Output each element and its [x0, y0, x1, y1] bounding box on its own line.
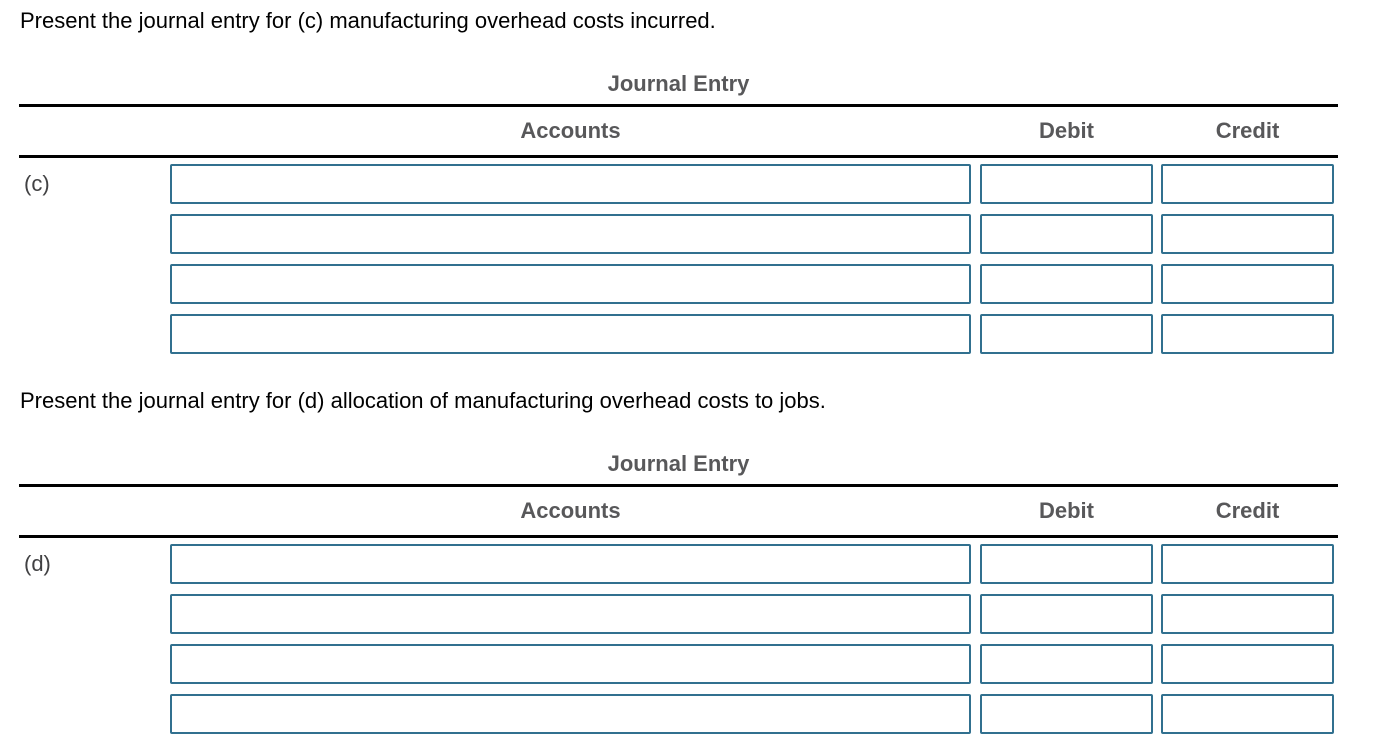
accounts-input[interactable] [170, 164, 971, 204]
journal-row [19, 314, 1338, 354]
table-rule-top [19, 104, 1338, 107]
debit-input[interactable] [980, 314, 1153, 354]
accounts-input[interactable] [170, 264, 971, 304]
journal-row [19, 214, 1338, 254]
debit-input[interactable] [980, 694, 1153, 734]
accounts-input[interactable] [170, 644, 971, 684]
journal-row: (c) [19, 164, 1338, 204]
accounts-input[interactable] [170, 314, 971, 354]
credit-input[interactable] [1161, 644, 1334, 684]
journal-entry-table-d: Journal Entry Accounts Debit Credit (d) [19, 452, 1338, 734]
credit-column-header: Credit [1215, 498, 1280, 523]
row-label-empty [19, 694, 170, 734]
row-label-empty [19, 264, 170, 304]
row-label-empty [19, 644, 170, 684]
journal-entry-table-c: Journal Entry Accounts Debit Credit (c) [19, 72, 1338, 354]
debit-input[interactable] [980, 214, 1153, 254]
accounts-input[interactable] [170, 694, 971, 734]
credit-input[interactable] [1161, 214, 1334, 254]
credit-input[interactable] [1161, 594, 1334, 634]
question-text-c: Present the journal entry for (c) manufa… [20, 8, 716, 33]
debit-input[interactable] [980, 644, 1153, 684]
table-rule-header [19, 535, 1338, 538]
debit-input[interactable] [980, 544, 1153, 584]
question-text-d: Present the journal entry for (d) alloca… [20, 388, 826, 413]
journal-row: (d) [19, 544, 1338, 584]
row-label-d: (d) [24, 551, 51, 576]
accounts-column-header: Accounts [520, 118, 621, 143]
credit-input[interactable] [1161, 264, 1334, 304]
debit-input[interactable] [980, 264, 1153, 304]
journal-row [19, 644, 1338, 684]
journal-entry-title: Journal Entry [607, 71, 750, 96]
journal-row [19, 594, 1338, 634]
row-label-c: (c) [24, 171, 50, 196]
credit-column-header: Credit [1215, 118, 1280, 143]
journal-rows-d: (d) [19, 538, 1338, 734]
row-label-empty [19, 314, 170, 354]
credit-input[interactable] [1161, 544, 1334, 584]
journal-entry-title: Journal Entry [607, 451, 750, 476]
journal-row [19, 694, 1338, 734]
credit-input[interactable] [1161, 164, 1334, 204]
accounts-column-header: Accounts [520, 498, 621, 523]
row-label-empty [19, 594, 170, 634]
credit-input[interactable] [1161, 694, 1334, 734]
table-header-row: Accounts Debit Credit [19, 487, 1338, 535]
debit-column-header: Debit [1039, 498, 1094, 523]
table-rule-header [19, 155, 1338, 158]
debit-input[interactable] [980, 594, 1153, 634]
row-label-empty [19, 214, 170, 254]
debit-input[interactable] [980, 164, 1153, 204]
accounts-input[interactable] [170, 594, 971, 634]
debit-column-header: Debit [1039, 118, 1094, 143]
journal-row [19, 264, 1338, 304]
table-rule-top [19, 484, 1338, 487]
credit-input[interactable] [1161, 314, 1334, 354]
table-header-row: Accounts Debit Credit [19, 107, 1338, 155]
accounts-input[interactable] [170, 544, 971, 584]
accounts-input[interactable] [170, 214, 971, 254]
journal-rows-c: (c) [19, 158, 1338, 354]
